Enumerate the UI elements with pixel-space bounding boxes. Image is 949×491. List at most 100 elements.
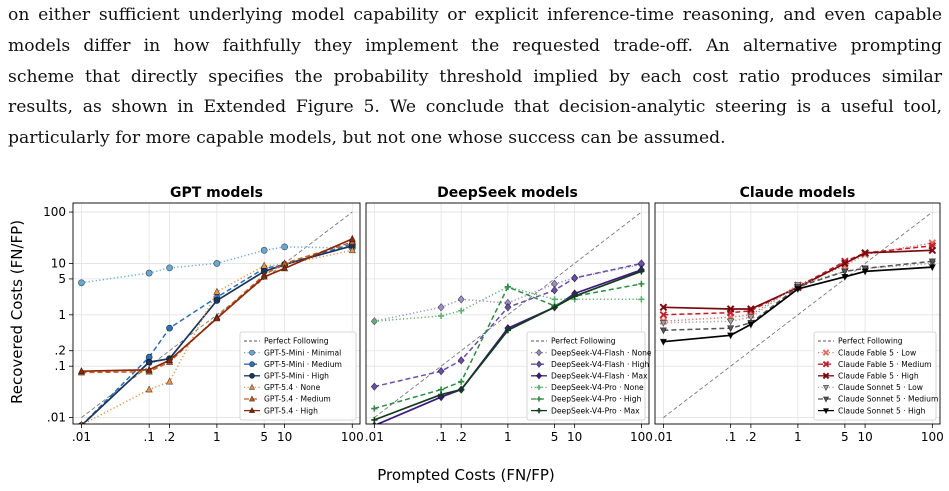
series-6 [77, 234, 356, 374]
x-tick-label: 100 [630, 430, 653, 444]
data-point [536, 372, 542, 380]
data-point [504, 303, 512, 312]
chart-title: Claude models [740, 185, 856, 201]
data-point [145, 269, 153, 277]
chart-panel-2: DeepSeek models .01 .1 .2 1 5 10 100 Perfect Fol… [365, 185, 653, 444]
data-point [213, 287, 221, 295]
data-point [551, 296, 558, 303]
data-point [822, 360, 830, 368]
x-tick-label: .2 [455, 430, 466, 444]
x-tick-label: .1 [143, 430, 154, 444]
data-point [638, 268, 645, 275]
data-point [280, 264, 289, 272]
data-point [438, 391, 445, 398]
data-point [747, 314, 755, 322]
chart-panel-3: Claude models .01 .1 .2 1 5 10 100 Perfect Follo… [654, 185, 944, 444]
data-point [536, 348, 542, 357]
paragraph-line: on either sufficient underlying model ca… [8, 5, 942, 25]
data-point [437, 367, 445, 376]
perfect-following-line [663, 211, 933, 418]
paragraph-line: results, as shown in Extended Figure 5. … [8, 97, 942, 118]
chart-title: DeepSeek models [437, 185, 578, 201]
perfect-following-line [374, 211, 642, 418]
data-point [213, 297, 221, 304]
paragraph-line: particularly for more capable models, bu… [8, 128, 726, 149]
data-point [536, 396, 542, 402]
data-point [78, 279, 85, 287]
data-point [571, 293, 578, 300]
legend-label: Claude Fable 5 · Medium [838, 360, 932, 369]
legend-label: GPT-5.4 · None [264, 383, 321, 392]
data-point [260, 261, 268, 269]
data-point [213, 314, 221, 322]
legend-label: DeepSeek-V4-Pro · None [551, 383, 644, 392]
legend-label: Claude Sonnet 5 · Low [838, 383, 923, 392]
x-tick-label: .2 [745, 430, 756, 444]
x-tick-label: 10 [277, 430, 292, 444]
legend-label: Perfect Following [264, 337, 329, 346]
data-point [536, 360, 542, 368]
chart-panel-1: GPT models.01.1.2 1 5 10 100.01.1.21510100Pe… [43, 185, 364, 444]
data-point [659, 338, 667, 346]
legend-box [239, 331, 357, 421]
paragraph-line: scheme that directly specifies the proba… [8, 66, 942, 87]
data-point [659, 319, 667, 327]
data-point [747, 305, 755, 313]
x-tick-label: .01 [365, 430, 384, 444]
x-tick-label: 1 [213, 430, 221, 444]
x-tick-label: .2 [164, 430, 175, 444]
legend-box [813, 331, 937, 421]
data-point [371, 318, 378, 325]
x-tick-label: .1 [725, 430, 736, 444]
data-point [145, 385, 153, 393]
y-tick-label: .2 [55, 344, 66, 358]
x-axis-label: Prompted Costs (FN/FP) [377, 466, 555, 484]
data-point [551, 286, 559, 295]
series-6 [371, 268, 645, 424]
data-point [638, 296, 645, 303]
legend-label: Claude Fable 5 · Low [838, 348, 916, 357]
data-point [928, 258, 936, 266]
data-point [371, 416, 378, 424]
legend-label: DeepSeek-V4-Pro · High [551, 395, 642, 404]
body-paragraph: on either sufficient underlying model ca… [8, 0, 942, 154]
data-point [248, 395, 256, 402]
y-tick-label: 100 [43, 205, 66, 219]
data-point [458, 386, 465, 393]
y-tick-label: .1 [55, 359, 66, 373]
panels: GPT models.01.1.2 1 5 10 100.01.1.21510100Pe… [43, 185, 944, 444]
data-point [727, 332, 735, 340]
legend-label: DeepSeek-V4-Flash · High [551, 360, 649, 369]
data-point [371, 405, 378, 412]
data-point [260, 272, 268, 280]
data-point [822, 396, 830, 403]
y-tick-label: 5 [58, 272, 66, 286]
legend-label: Claude Sonnet 5 · Medium [838, 395, 938, 404]
data-point [281, 243, 288, 251]
x-tick-label: .01 [654, 430, 673, 444]
data-point [213, 260, 221, 267]
legend-box [526, 331, 646, 421]
data-point [726, 305, 735, 313]
data-point [659, 311, 668, 319]
data-point [370, 382, 378, 391]
x-tick-label: .01 [72, 430, 91, 444]
legend-label: GPT-5-Mini · Medium [264, 360, 342, 369]
data-point [794, 286, 802, 294]
paragraph-line: models differ in how faithfully they imp… [8, 35, 942, 56]
data-point [659, 303, 668, 312]
data-point [145, 358, 153, 366]
data-point [348, 246, 356, 254]
data-point [249, 361, 255, 368]
data-point [249, 349, 255, 356]
data-point [822, 385, 830, 392]
y-axis-label: Recovered Costs (FN/FP) [8, 220, 26, 404]
legend-label: Perfect Following [551, 337, 616, 346]
x-tick-label: 10 [567, 430, 582, 444]
data-point [145, 365, 153, 373]
data-point [861, 268, 869, 276]
data-point [822, 372, 830, 380]
data-point [571, 273, 579, 283]
legend: Perfect Following DeepSeek-V4-Flash · Non… [526, 331, 652, 421]
x-tick-label: 5 [551, 430, 559, 444]
